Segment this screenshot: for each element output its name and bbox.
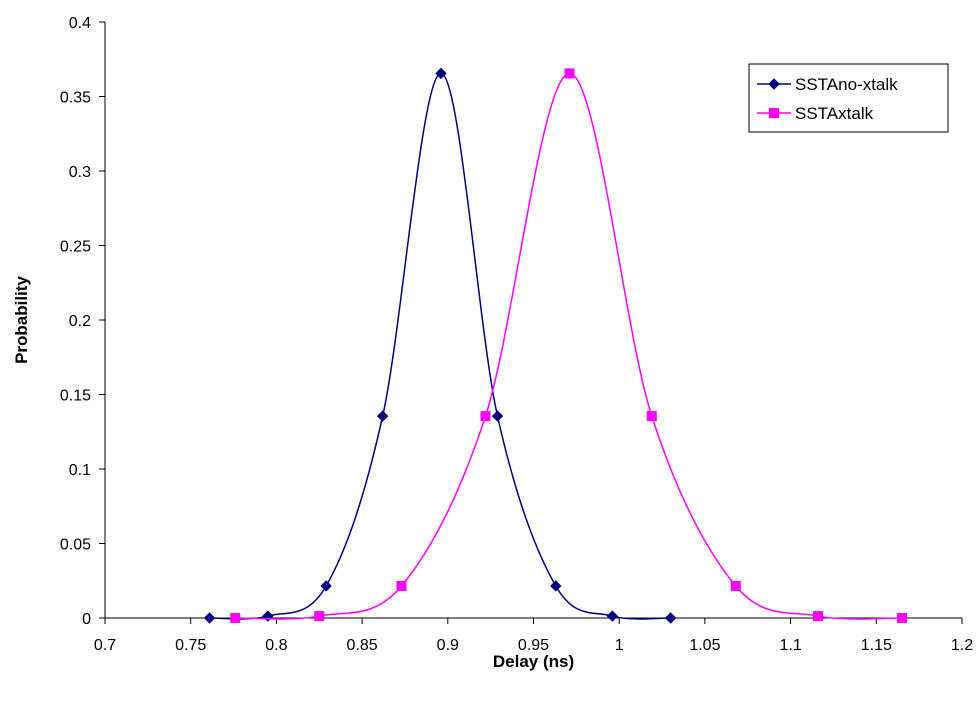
series-layer xyxy=(203,67,908,624)
data-point xyxy=(646,411,657,422)
data-point xyxy=(550,580,562,592)
x-tick-label: 0.9 xyxy=(437,637,459,654)
y-tick-label: 0.15 xyxy=(60,388,91,405)
x-tick-label: 1.05 xyxy=(689,637,720,654)
x-tick-label: 1 xyxy=(615,637,624,654)
data-point xyxy=(320,580,332,592)
data-point xyxy=(491,410,504,422)
y-tick-label: 0.35 xyxy=(60,90,91,107)
data-point xyxy=(813,611,824,622)
x-tick-label: 0.8 xyxy=(265,637,287,654)
legend: SSTAno-xtalk SSTAxtalk xyxy=(748,63,949,133)
x-tick-label: 0.75 xyxy=(175,637,206,654)
data-point xyxy=(203,612,216,624)
data-point xyxy=(664,612,677,624)
data-point xyxy=(230,613,241,623)
x-tick-label: 1.2 xyxy=(951,637,973,654)
series-sstano-xtalk xyxy=(203,67,677,624)
y-tick-label: 0.25 xyxy=(60,239,91,256)
x-tick-label: 0.95 xyxy=(518,637,549,654)
data-point xyxy=(730,580,741,591)
data-point xyxy=(897,613,908,623)
data-point xyxy=(564,68,575,79)
y-tick-label: 0 xyxy=(82,611,91,628)
y-axis-title: Probability xyxy=(12,276,31,364)
data-point xyxy=(376,410,389,422)
x-tick-label: 0.7 xyxy=(94,637,116,654)
legend-box xyxy=(748,63,949,133)
data-point xyxy=(396,580,407,591)
y-tick-label: 0.4 xyxy=(69,15,91,32)
y-tick-label: 0.3 xyxy=(69,164,91,181)
legend-label: SSTAno-xtalk xyxy=(795,75,898,94)
y-tick-label: 0.05 xyxy=(60,537,91,554)
x-tick-label: 1.1 xyxy=(779,637,801,654)
data-point xyxy=(606,610,619,622)
series-sstaxtalk xyxy=(230,68,908,623)
data-point xyxy=(435,67,447,80)
y-tick-label: 0.1 xyxy=(69,462,91,479)
x-axis-title: Delay (ns) xyxy=(493,652,574,671)
x-tick-label: 1.15 xyxy=(861,637,892,654)
data-point xyxy=(314,611,325,622)
legend-marker xyxy=(769,108,779,118)
data-point xyxy=(480,411,491,422)
axes: 0 0.05 0.1 0.15 0.2 0.25 0.3 0.35 0.4 0.7 0.75 0.8 0… xyxy=(60,15,973,654)
y-tick-label: 0.2 xyxy=(69,313,91,330)
legend-label: SSTAxtalk xyxy=(795,104,874,123)
legend-items: SSTAno-xtalk SSTAxtalk xyxy=(757,75,898,123)
x-tick-label: 0.85 xyxy=(347,637,378,654)
legend-marker xyxy=(768,78,780,90)
